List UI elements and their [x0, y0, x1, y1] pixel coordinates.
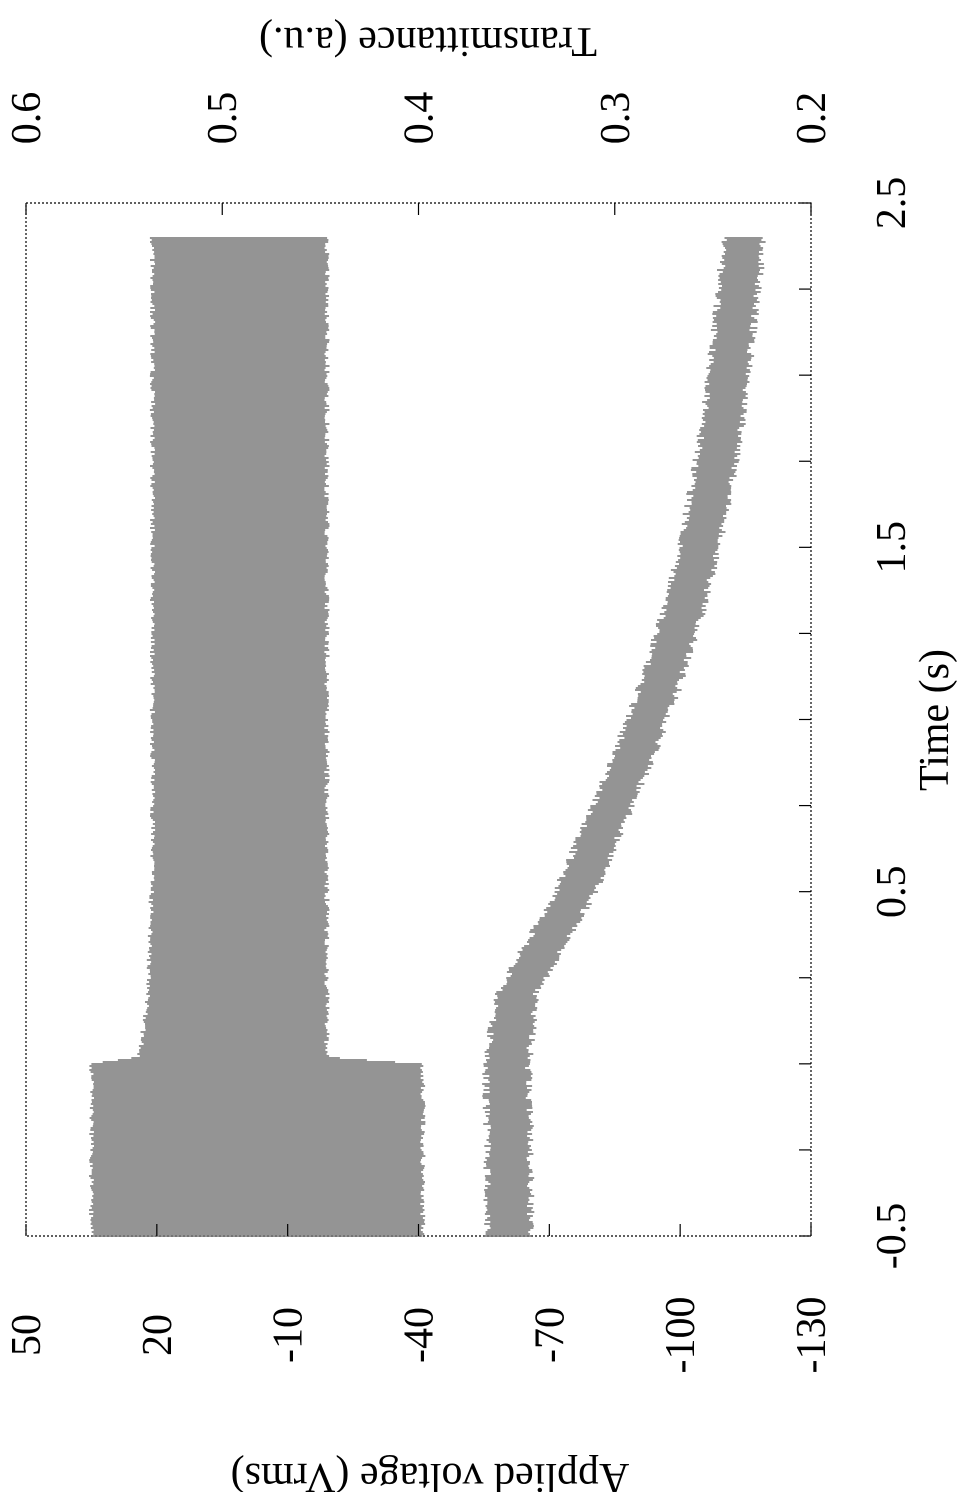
x-axis-tick-label: 0.5: [869, 865, 915, 918]
plot-frame: [25, 202, 812, 1237]
y-left-axis-tick-label: -70: [527, 1307, 573, 1363]
x-axis-tick-label: 2.5: [869, 177, 915, 230]
y-right-axis-tick-label: 0.6: [4, 92, 50, 145]
y-left-axis-tick-label: 50: [4, 1314, 50, 1356]
series-left-band: [89, 237, 426, 1237]
y-left-axis-tick-label: -100: [658, 1297, 704, 1374]
series-right-band: [482, 237, 766, 1237]
series-group: [89, 237, 766, 1237]
y-left-axis-tick-label: -130: [789, 1297, 835, 1374]
y-left-axis-tick-label: -10: [266, 1307, 312, 1363]
y-right-axis-tick-label: 0.4: [397, 92, 443, 145]
x-axis-tick-label: 1.5: [869, 521, 915, 574]
x-axis-title: Time (s): [912, 649, 958, 791]
ticks-group: -0.5 0.5 1.5 2.5 50 20 -10 -40 -70 -100 -130 0.6 0.5…: [4, 92, 915, 1374]
y-left-axis-title: Applied voltage (Vrms): [231, 1454, 630, 1492]
y-left-axis-tick-label: 20: [135, 1314, 181, 1356]
y-left-axis-tick-label: -40: [397, 1307, 443, 1363]
x-axis-tick-label: -0.5: [869, 1203, 915, 1270]
y-right-axis-tick-label: 0.2: [789, 92, 835, 145]
y-right-axis-tick-label: 0.5: [200, 92, 246, 145]
y-right-axis-tick-label: 0.3: [593, 92, 639, 145]
y-right-axis-title: Transmittance (a.u.): [259, 18, 597, 64]
